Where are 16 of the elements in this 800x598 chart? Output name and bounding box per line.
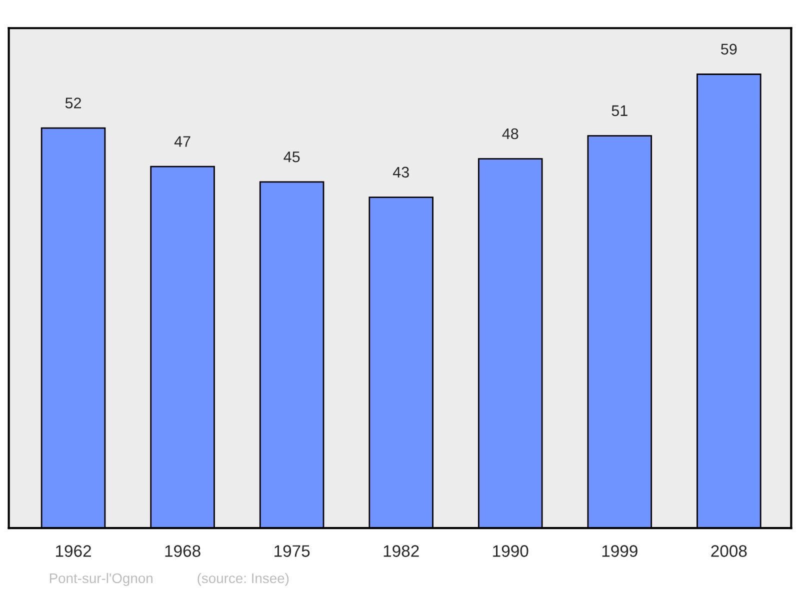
- x-tick-label: 2008: [711, 545, 747, 557]
- data-label: 48: [502, 128, 518, 140]
- x-tick-label: 1962: [56, 545, 91, 557]
- x-tick-label: 1999: [602, 545, 638, 557]
- x-tick-label: 1975: [274, 545, 310, 557]
- data-label: 43: [392, 166, 409, 178]
- data-label: 51: [612, 105, 628, 116]
- data-label: 45: [284, 152, 300, 162]
- x-tick-label: 1990: [493, 545, 528, 557]
- text: Pont-sur-l'Ognon: [50, 572, 152, 586]
- text: (source: Insee): [198, 572, 289, 586]
- data-label: 47: [174, 136, 190, 147]
- x-tick-label: 1982: [384, 545, 419, 557]
- data-label: 59: [721, 44, 737, 55]
- x-tick-label: 1968: [165, 545, 200, 557]
- data-label: 52: [65, 98, 81, 108]
